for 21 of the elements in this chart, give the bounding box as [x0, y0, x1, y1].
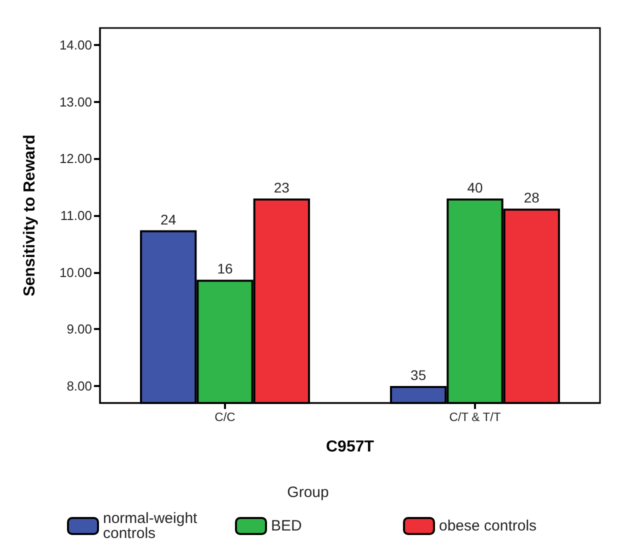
legend-label: normal-weight controls [103, 510, 202, 542]
y-tick-label: 13.00 [59, 94, 92, 110]
annotation: 35 [410, 366, 426, 383]
annotation: 23 [274, 179, 290, 196]
y-axis-title: Sensitivity to Reward [22, 134, 38, 296]
y-tick-label: 11.00 [60, 208, 92, 223]
y-tick-label: 14.00 [59, 38, 92, 53]
annotation: 40 [467, 179, 483, 196]
annotation: 28 [524, 190, 540, 206]
y-tick-label: 8.00 [66, 378, 92, 394]
x-axis-title: C957T [326, 438, 374, 456]
y-tick-label: 10.00 [59, 264, 92, 280]
legend-label: obese controls [439, 518, 537, 534]
x-tick-label: C/T & T/T [449, 410, 502, 424]
x-tick-label: C/C [214, 410, 236, 424]
y-tick-label: 12.00 [59, 151, 92, 166]
legend-title: Group [287, 484, 329, 501]
legend-label: BED [271, 518, 302, 534]
y-tick-label: 9.00 [66, 322, 92, 337]
annotation: 24 [160, 211, 176, 228]
annotation: 16 [217, 260, 233, 277]
